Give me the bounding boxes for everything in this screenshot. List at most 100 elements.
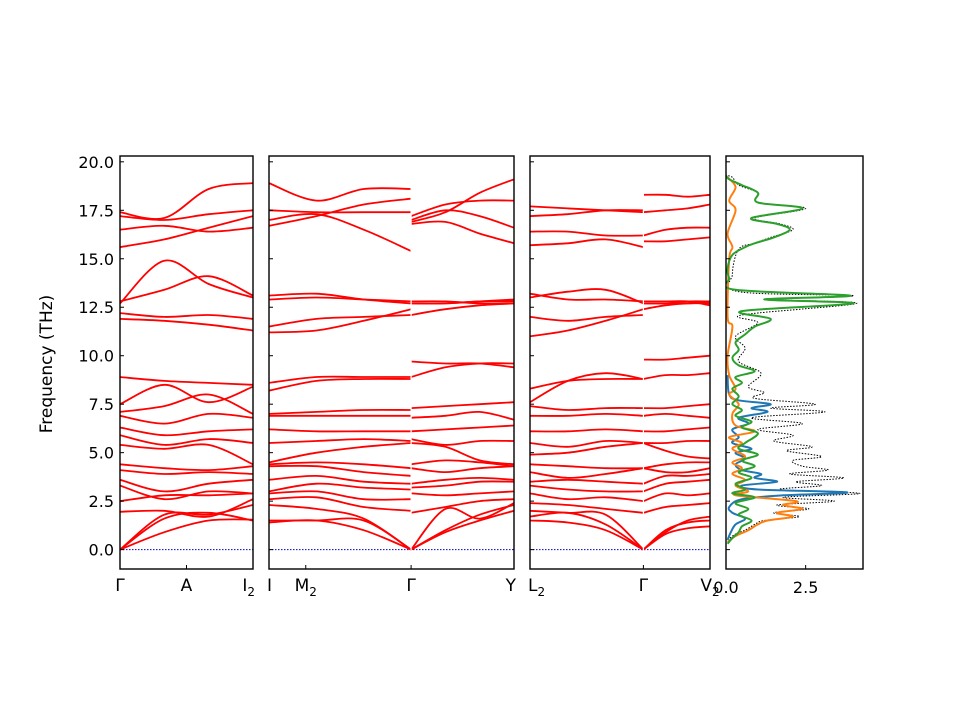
phonon-band: [530, 205, 644, 214]
phonon-band: [120, 275, 253, 303]
phonon-band: [120, 498, 253, 518]
y-axis-label: Frequency (THz): [37, 295, 57, 434]
phonon-band: [120, 215, 253, 248]
phonon-band: [411, 410, 514, 421]
phonon-band: [530, 308, 644, 338]
x-tick-label: 2.5: [793, 578, 818, 597]
phonon-band: [269, 490, 412, 501]
phonon-band: [269, 308, 412, 334]
phonon-band: [120, 478, 253, 493]
phonon-band: [269, 461, 412, 470]
phonon-band: [410, 178, 514, 223]
phonon-band: [120, 312, 253, 320]
band-lines: [530, 156, 710, 569]
phonon-band: [530, 405, 644, 411]
dos-lines: [726, 174, 861, 545]
phonon-band: [643, 426, 710, 433]
phonon-band: [269, 209, 412, 214]
phonon-band: [411, 465, 514, 474]
panel-frame: [725, 155, 864, 570]
phonon-band: [530, 509, 645, 551]
x-tick-label-subscript: 2: [309, 585, 317, 599]
phonon-band: [269, 496, 412, 512]
phonon-band: [643, 442, 710, 460]
y-tick-label: 10.0: [78, 347, 114, 366]
phonon-band: [269, 442, 412, 464]
phonon-band: [269, 408, 412, 415]
phonon-band: [120, 443, 253, 466]
phonon-band: [643, 300, 710, 305]
phonon-band: [643, 193, 710, 198]
phonon-band: [530, 519, 644, 551]
phonon-band: [269, 377, 412, 392]
phonon-band: [120, 463, 253, 472]
y-tick-label: 17.5: [78, 201, 114, 220]
phonon-band: [269, 464, 412, 477]
phonon-band: [120, 259, 253, 305]
phonon-band: [411, 490, 514, 497]
phonon-band: [120, 376, 253, 386]
phonon-band: [530, 442, 644, 456]
dos-panel: 0.0 2.5: [713, 155, 864, 597]
phonon-band: [643, 467, 710, 474]
phonon-band: [643, 203, 710, 214]
phonon-band: [269, 504, 412, 551]
phonon-band: [411, 360, 514, 369]
y-tick-label: 0.0: [89, 541, 114, 560]
x-tick-label: Y: [505, 576, 517, 596]
phonon-band: [269, 197, 412, 227]
phonon-band: [120, 412, 253, 425]
phonon-band: [120, 383, 253, 406]
phonon-band: [643, 439, 710, 445]
phonon-band: [642, 525, 710, 551]
band-panel-3: L2 Γ V2: [528, 155, 720, 599]
phonon-band: [643, 300, 710, 307]
x-tick-label: I: [267, 576, 272, 596]
phonon-band: [530, 502, 644, 514]
phonon-band: [411, 220, 514, 245]
phonon-band: [269, 182, 412, 202]
phonon-band: [410, 209, 514, 229]
phonon-band: [410, 509, 514, 551]
y-tick-label: 2.5: [89, 492, 114, 511]
x-tick-label: Γ: [406, 576, 416, 596]
dos-curve-dos-1: [726, 375, 849, 541]
phonon-band: [643, 478, 710, 493]
phonon-band: [643, 461, 710, 470]
phonon-band: [269, 375, 412, 384]
phonon-band: [410, 302, 514, 316]
phonon-band: [530, 439, 644, 448]
y-tick-label: 5.0: [89, 444, 114, 463]
x-tick-label-subscript: 2: [247, 585, 255, 599]
phonon-band: [530, 377, 644, 390]
y-tick-label: 7.5: [89, 395, 114, 414]
phonon-band: [530, 511, 644, 551]
phonon-band: [643, 236, 710, 243]
phonon-band: [643, 492, 710, 502]
phonon-band: [530, 463, 644, 470]
band-panel-2: I M2 Γ Y: [267, 155, 517, 599]
phonon-band: [120, 318, 253, 332]
phonon-band: [530, 288, 644, 305]
phonon-band: [643, 403, 710, 410]
phonon-band: [410, 476, 514, 485]
band-panel-1: 0.0 2.5 5.0 7.5 10.0 12.5 15.0 17.5 20.0 Γ A I2: [78, 153, 255, 599]
phonon-band: [530, 467, 644, 479]
phonon-band: [120, 182, 253, 220]
phonon-band: [643, 502, 710, 514]
phonon-band: [120, 469, 253, 475]
phonon-band: [530, 484, 644, 493]
phonon-band: [120, 209, 253, 221]
phonon-band: [269, 292, 412, 305]
phonon-band: [120, 492, 253, 502]
phonon-band: [530, 292, 644, 303]
x-tick-label-subscript: 2: [712, 585, 720, 599]
phonon-band: [411, 401, 514, 409]
phonon-band: [269, 474, 412, 485]
phonon-band: [530, 209, 644, 217]
phonon-band: [642, 519, 710, 551]
x-tick-label: A: [181, 576, 193, 596]
phonon-band: [643, 354, 710, 361]
phonon-band: [411, 298, 514, 305]
panel-frame: [529, 155, 711, 570]
